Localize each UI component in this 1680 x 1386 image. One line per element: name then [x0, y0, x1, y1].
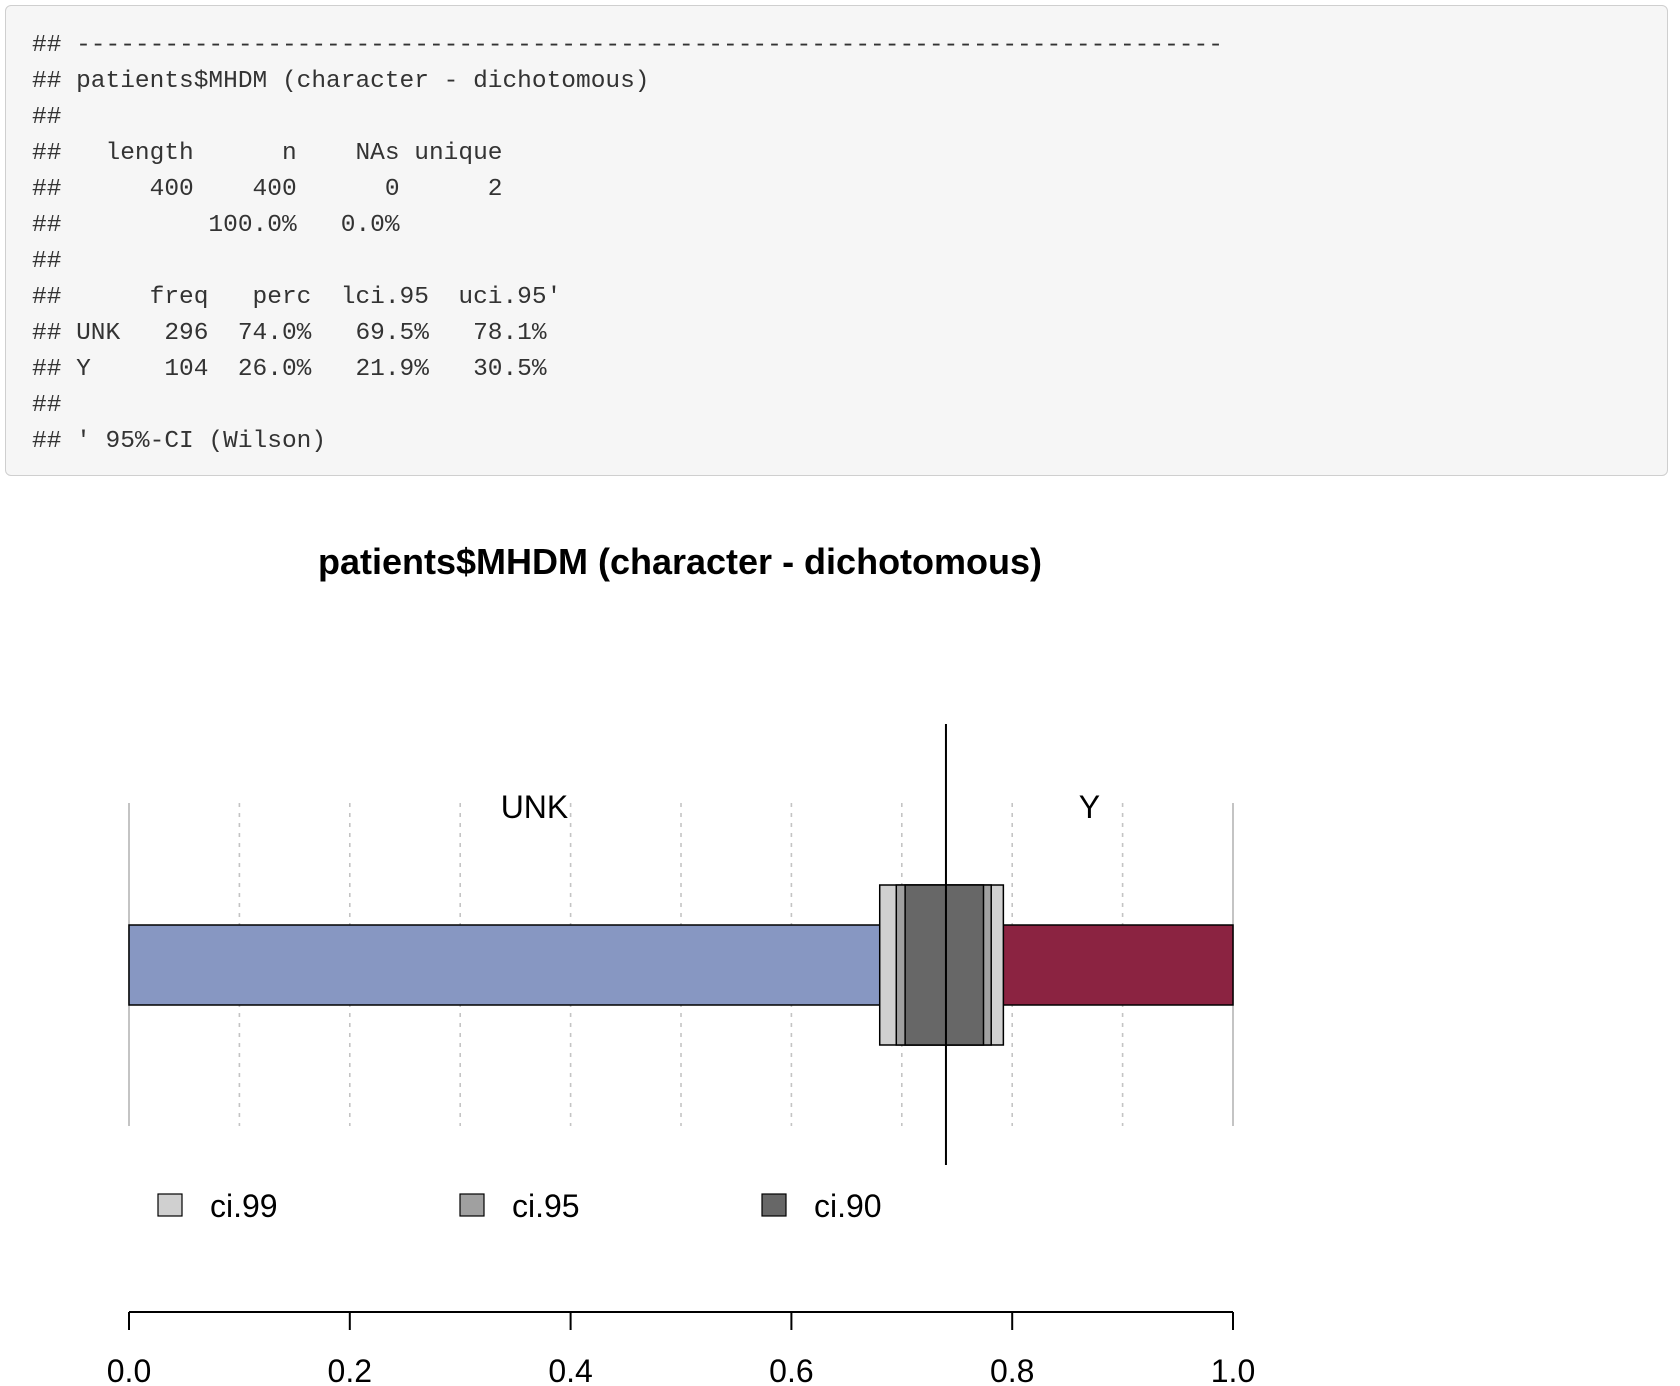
console-line: ## — [32, 392, 62, 419]
legend-label: ci.90 — [814, 1188, 882, 1224]
console-line: ## — [32, 248, 62, 275]
legend-swatch — [459, 1193, 485, 1217]
x-tick-label: 0.6 — [769, 1353, 813, 1386]
legend-label: ci.95 — [512, 1188, 580, 1224]
console-line: ## ' 95%-CI (Wilson) — [32, 428, 327, 455]
console-line: ## — [32, 104, 62, 131]
console-line: ## UNK 296 74.0% 69.5% 78.1% — [32, 320, 547, 347]
legend-label: ci.99 — [210, 1188, 278, 1224]
x-tick-label: 1.0 — [1211, 1353, 1255, 1386]
console-line: ## patients$MHDM (character - dichotomou… — [32, 68, 650, 95]
legend-swatch — [157, 1193, 183, 1217]
console-line: ## 400 400 0 2 — [32, 176, 503, 203]
console-output: ## -------------------------------------… — [5, 5, 1668, 476]
console-line: ## length n NAs unique — [32, 140, 503, 167]
console-line: ## 100.0% 0.0% — [32, 212, 400, 239]
x-tick-label: 0.4 — [548, 1353, 592, 1386]
x-tick-label: 0.2 — [328, 1353, 372, 1386]
category-label: Y — [1079, 789, 1100, 825]
console-line: ## freq perc lci.95 uci.95' — [32, 284, 562, 311]
chart-title: patients$MHDM (character - dichotomous) — [318, 541, 1042, 582]
x-tick-label: 0.0 — [107, 1353, 151, 1386]
console-line: ## Y 104 26.0% 21.9% 30.5% — [32, 356, 547, 383]
bar-unk — [128, 924, 947, 1006]
ci-box-ci90 — [904, 884, 985, 1046]
category-label: UNK — [501, 789, 569, 825]
x-tick-label: 0.8 — [990, 1353, 1034, 1386]
legend-swatch — [761, 1193, 787, 1217]
console-line: ## -------------------------------------… — [32, 32, 1223, 59]
